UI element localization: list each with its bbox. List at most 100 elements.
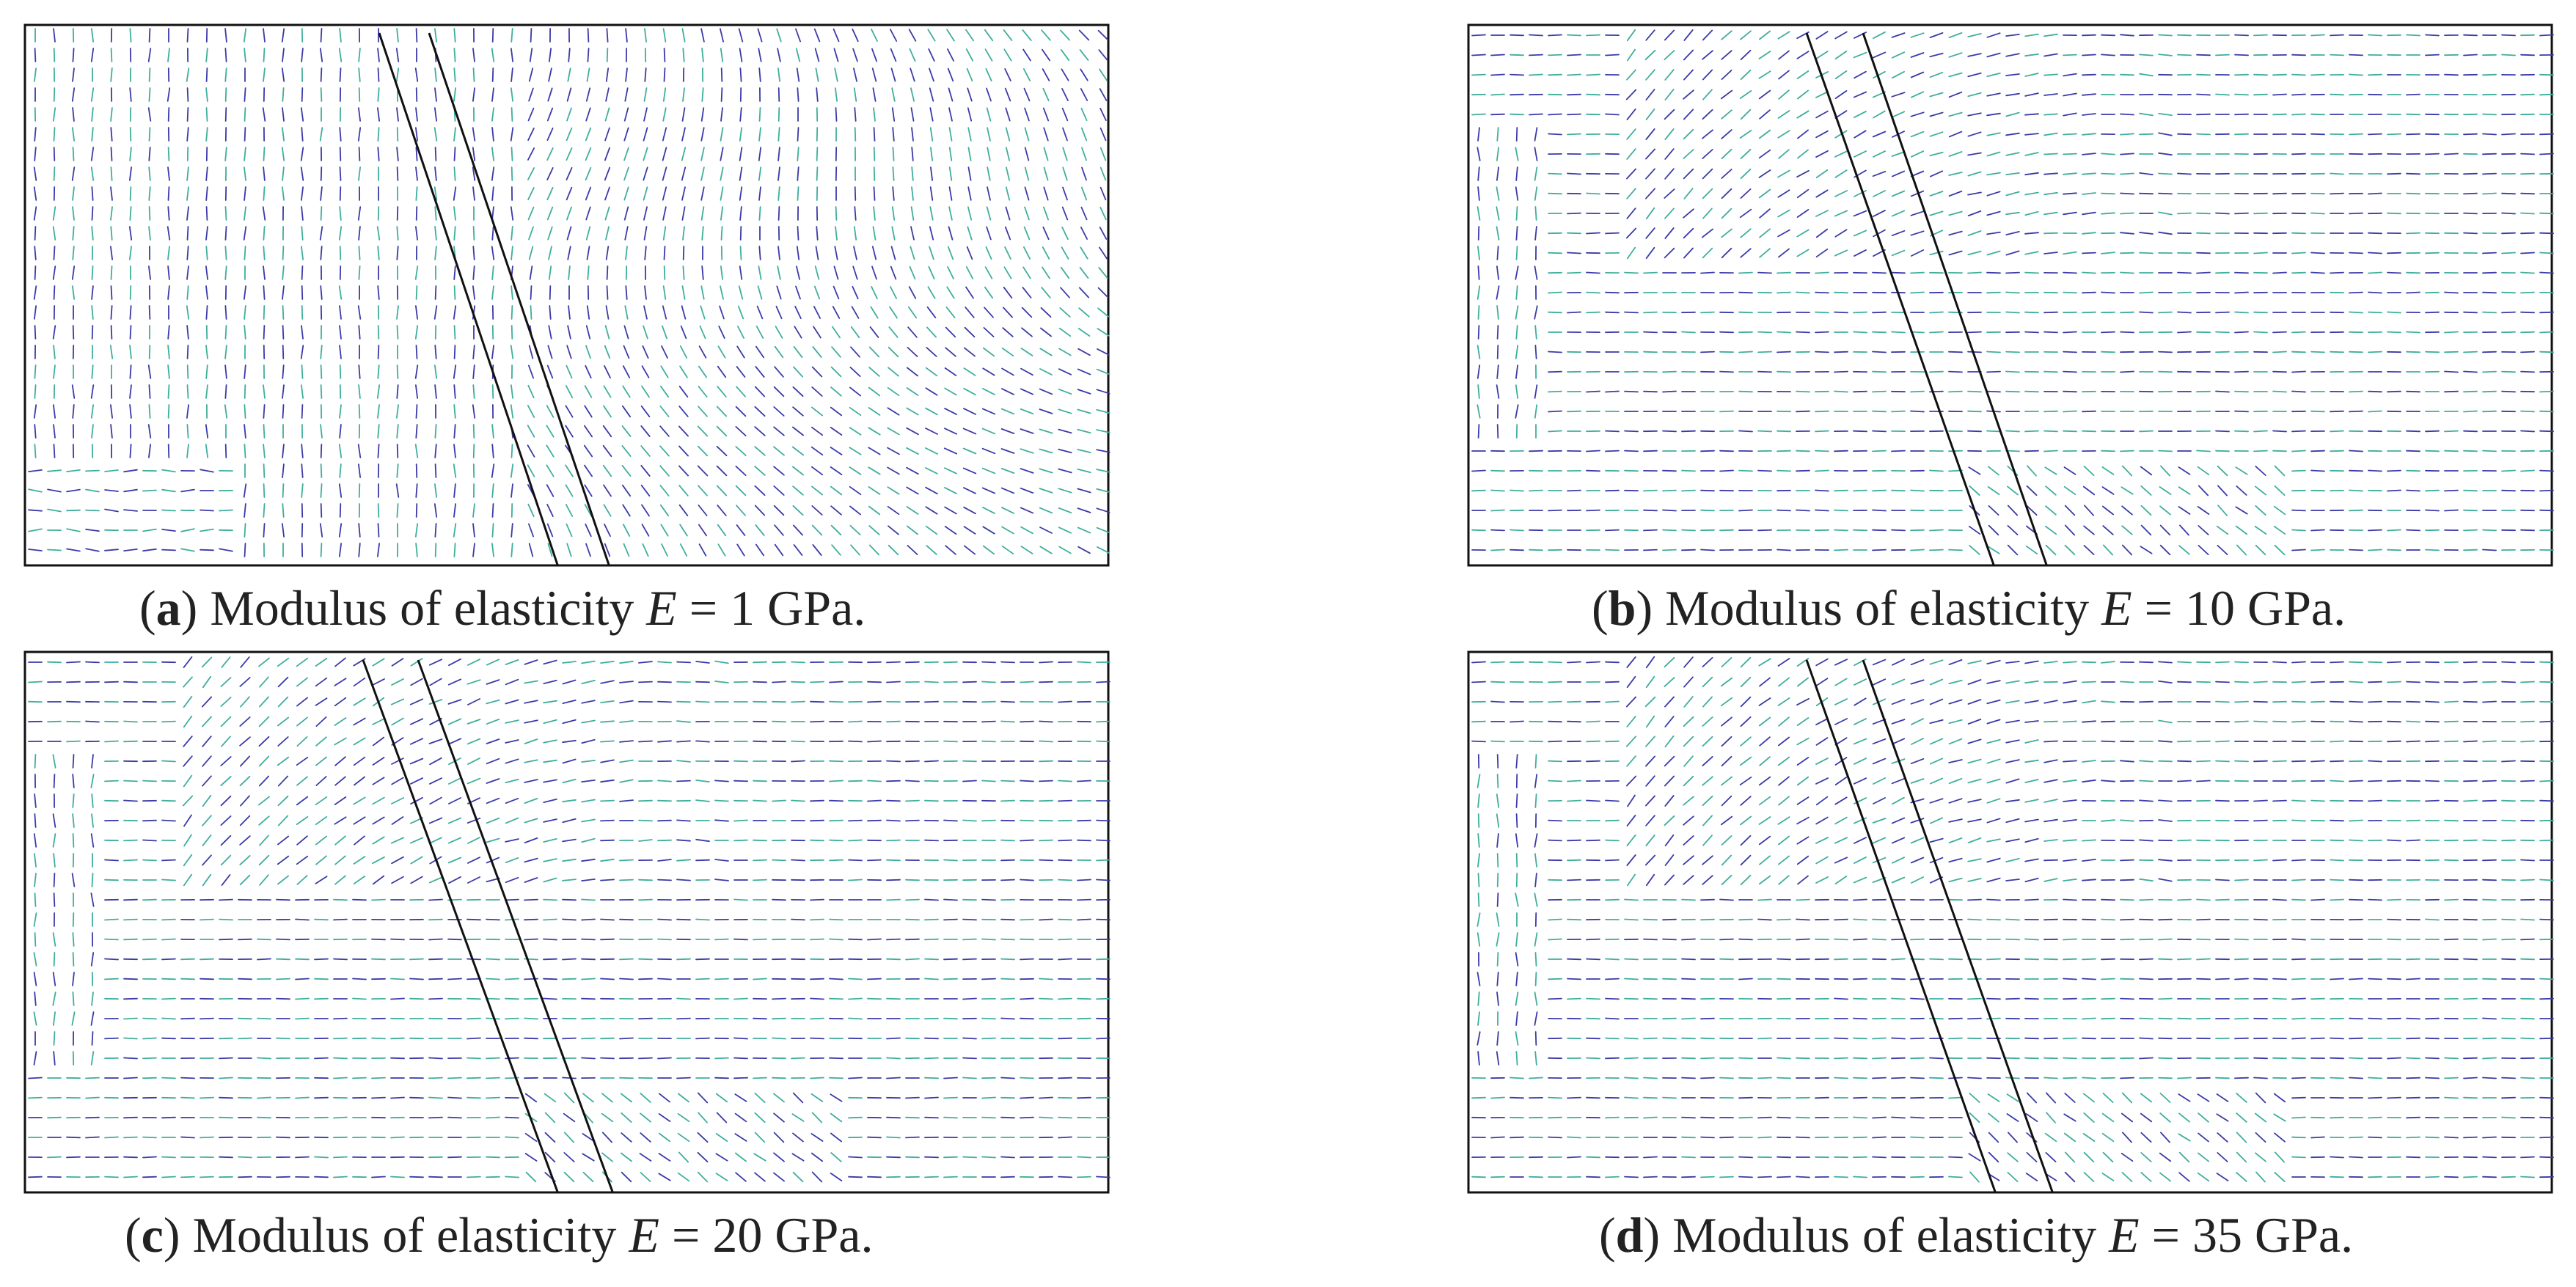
vector-arrow bbox=[505, 857, 519, 864]
vector-arrow bbox=[2291, 271, 2306, 274]
vector-arrow bbox=[202, 755, 212, 767]
vector-arrow bbox=[53, 127, 56, 142]
vector-arrow bbox=[72, 107, 75, 122]
vector-arrow bbox=[772, 681, 786, 683]
vector-arrow bbox=[472, 543, 475, 557]
vector-arrow bbox=[2273, 505, 2286, 516]
vector-arrow bbox=[849, 366, 861, 378]
vector-arrow bbox=[224, 265, 227, 280]
vector-arrow bbox=[415, 543, 418, 557]
vector-arrow bbox=[123, 978, 138, 980]
vector-arrow bbox=[505, 978, 519, 980]
vector-arrow bbox=[2005, 33, 2020, 37]
vector-arrow bbox=[777, 186, 780, 201]
vector-arrow bbox=[186, 28, 189, 43]
vector-arrow bbox=[1060, 29, 1070, 41]
vector-arrow bbox=[1077, 661, 1091, 664]
vector-arrow bbox=[1702, 656, 1713, 668]
vector-arrow bbox=[2196, 681, 2211, 683]
vector-arrow bbox=[2236, 485, 2247, 496]
vector-arrow bbox=[872, 226, 877, 241]
vector-arrow bbox=[604, 543, 611, 557]
vector-arrow bbox=[716, 406, 728, 417]
vector-arrow bbox=[2177, 172, 2192, 175]
vector-arrow bbox=[981, 1156, 996, 1159]
vector-arrow bbox=[738, 28, 744, 43]
vector-arrow bbox=[466, 1176, 481, 1178]
vector-arrow bbox=[263, 384, 266, 399]
vector-arrow bbox=[585, 127, 592, 142]
vector-arrow bbox=[2064, 505, 2076, 516]
vector-arrow bbox=[984, 307, 994, 318]
vector-arrow bbox=[1834, 678, 1848, 686]
vector-arrow bbox=[263, 444, 266, 458]
vector-arrow bbox=[1986, 250, 2001, 256]
vector-arrow bbox=[657, 839, 672, 842]
vector-arrow bbox=[1515, 404, 1519, 419]
vector-arrow bbox=[281, 186, 285, 201]
vector-arrow bbox=[1929, 92, 1944, 98]
vector-arrow bbox=[619, 799, 634, 802]
vector-arrow bbox=[244, 404, 246, 419]
vector-arrow bbox=[314, 1057, 329, 1060]
vector-arrow bbox=[886, 799, 901, 802]
vector-arrow bbox=[2463, 54, 2478, 56]
vector-arrow bbox=[72, 912, 75, 927]
vector-arrow bbox=[1815, 110, 1829, 119]
vector-arrow bbox=[984, 266, 993, 279]
vector-arrow bbox=[1853, 210, 1867, 217]
vector-arrow bbox=[1948, 111, 1963, 117]
vector-arrow bbox=[2063, 211, 2077, 216]
vector-arrow bbox=[1853, 311, 1867, 314]
vector-arrow bbox=[543, 858, 557, 862]
vector-arrow bbox=[147, 424, 152, 439]
vector-arrow bbox=[549, 48, 552, 62]
vector-arrow bbox=[967, 186, 972, 201]
vector-arrow bbox=[2310, 252, 2325, 254]
vector-arrow bbox=[1683, 227, 1694, 239]
vector-arrow bbox=[1000, 938, 1015, 941]
vector-arrow bbox=[300, 345, 304, 359]
vector-arrow bbox=[1815, 169, 1829, 179]
vector-arrow bbox=[873, 147, 876, 161]
vector-arrow bbox=[2083, 466, 2095, 476]
vector-arrow bbox=[505, 1176, 519, 1178]
vector-arrow bbox=[428, 898, 443, 901]
vector-arrow bbox=[698, 406, 708, 417]
vector-arrow bbox=[1815, 717, 1829, 726]
vector-arrow bbox=[966, 246, 973, 260]
vector-arrow bbox=[1948, 230, 1963, 236]
vector-arrow bbox=[1873, 70, 1886, 79]
vector-arrow bbox=[1626, 69, 1636, 81]
vector-arrow bbox=[296, 815, 309, 826]
vector-arrow bbox=[642, 345, 649, 359]
vector-arrow bbox=[966, 67, 973, 82]
vector-arrow bbox=[1720, 89, 1733, 100]
vector-arrow bbox=[2234, 54, 2249, 56]
vector-arrow bbox=[887, 486, 900, 495]
vector-arrow bbox=[52, 754, 56, 769]
vector-arrow bbox=[873, 127, 876, 142]
vector-arrow bbox=[1702, 89, 1713, 100]
vector-arrow bbox=[753, 740, 767, 743]
vector-arrow bbox=[2043, 33, 2058, 37]
vector-arrow bbox=[357, 107, 362, 122]
vector-arrow bbox=[1777, 469, 1791, 472]
vector-arrow bbox=[548, 265, 552, 280]
vector-arrow bbox=[1929, 659, 1944, 665]
vector-arrow bbox=[853, 87, 857, 102]
vector-arrow bbox=[1967, 171, 1982, 177]
vector-arrow bbox=[1891, 151, 1906, 157]
vector-arrow bbox=[148, 186, 151, 201]
vector-arrow bbox=[53, 48, 56, 62]
vector-arrow bbox=[2064, 524, 2076, 536]
vector-arrow bbox=[2120, 34, 2134, 37]
vector-arrow bbox=[1605, 232, 1620, 235]
vector-arrow bbox=[47, 1156, 62, 1159]
vector-arrow bbox=[527, 444, 535, 458]
vector-arrow bbox=[797, 186, 799, 201]
vector-arrow bbox=[300, 147, 304, 161]
vector-arrow bbox=[315, 657, 328, 667]
vector-arrow bbox=[638, 839, 653, 842]
vector-arrow bbox=[277, 775, 289, 787]
